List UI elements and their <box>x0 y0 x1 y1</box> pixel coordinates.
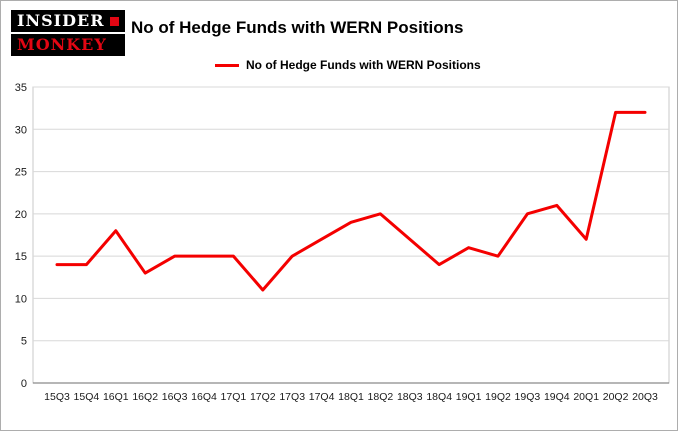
y-axis-tick-label: 35 <box>15 82 27 94</box>
x-axis-tick-label: 17Q3 <box>279 391 305 403</box>
y-axis-tick-label: 5 <box>21 336 27 348</box>
logo-text-monkey: MONKEY <box>17 35 107 54</box>
insider-monkey-logo: INSIDER MONKEY <box>11 10 125 56</box>
x-axis-tick-label: 20Q2 <box>603 391 629 403</box>
logo-line-insider: INSIDER <box>11 10 125 32</box>
logo-text-insider: INSIDER <box>17 11 105 30</box>
x-axis-tick-label: 17Q2 <box>250 391 276 403</box>
x-axis-tick-label: 16Q3 <box>162 391 188 403</box>
y-axis-tick-label: 10 <box>15 293 27 305</box>
x-axis-tick-label: 16Q4 <box>191 391 217 403</box>
logo-red-square-icon <box>109 16 119 26</box>
x-axis-tick-label: 16Q1 <box>103 391 129 403</box>
legend: No of Hedge Funds with WERN Positions <box>215 58 481 72</box>
x-axis-tick-label: 16Q2 <box>132 391 158 403</box>
x-axis-tick-label: 18Q3 <box>397 391 423 403</box>
x-axis-tick-label: 15Q3 <box>44 391 70 403</box>
page-title: No of Hedge Funds with WERN Positions <box>131 18 464 37</box>
x-axis-tick-label: 20Q1 <box>573 391 599 403</box>
x-axis-tick-label: 19Q1 <box>456 391 482 403</box>
x-axis-tick-label: 17Q1 <box>221 391 247 403</box>
x-axis-tick-label: 19Q2 <box>485 391 511 403</box>
plot-frame <box>32 86 670 384</box>
series-line <box>55 110 647 292</box>
y-axis-tick-label: 20 <box>15 209 27 221</box>
logo-line-monkey: MONKEY <box>11 34 125 56</box>
line-chart: 0 5 10 15 20 25 30 35 15Q3 15Q4 16Q1 16Q2 16Q3 16Q4 17… <box>15 82 670 403</box>
legend-label: No of Hedge Funds with WERN Positions <box>246 58 481 72</box>
x-axis-tick-label: 19Q3 <box>515 391 541 403</box>
x-axis-tick-label: 18Q1 <box>338 391 364 403</box>
x-axis-tick-label: 15Q4 <box>74 391 100 403</box>
x-axis-tick-label: 17Q4 <box>309 391 335 403</box>
x-axis-tick-label: 18Q2 <box>368 391 394 403</box>
x-axis-tick-label: 19Q4 <box>544 391 570 403</box>
y-axis-tick-label: 25 <box>15 167 27 179</box>
x-axis-tick-label: 20Q3 <box>632 391 658 403</box>
legend-line-sample <box>215 63 239 67</box>
y-axis-tick-label: 0 <box>21 378 27 390</box>
y-axis-tick-label: 30 <box>15 124 27 136</box>
y-axis-tick-label: 15 <box>15 251 27 263</box>
x-axis-tick-label: 18Q4 <box>426 391 452 403</box>
